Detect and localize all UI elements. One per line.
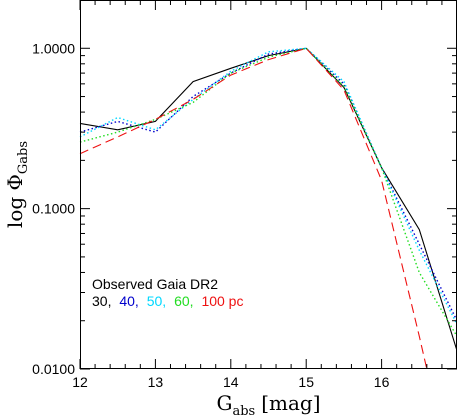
series-line-2 [79, 47, 457, 325]
x-tick-label: 16 [374, 374, 390, 390]
y-axis-label: log ΦGabs [3, 141, 31, 228]
legend-entry-30: 30, [92, 293, 111, 309]
x-tick-label: 14 [223, 374, 239, 390]
series-line-1 [79, 47, 457, 322]
legend-entry-40: 40, [119, 293, 138, 309]
x-axis-label-main: G [216, 391, 232, 415]
x-axis-label-unit: [mag] [261, 391, 320, 415]
y-tick-label: 1.0000 [32, 40, 75, 56]
ticks-layer: 12 13 14 15 16 1.0000 0.1000 0.0100 [32, 0, 457, 390]
series-layer [79, 47, 457, 370]
x-axis-label: Gabs [mag] [216, 391, 320, 418]
legend-entries: 30, 40, 50, 60, 100 pc [92, 293, 243, 309]
legend-entry-50: 50, [147, 293, 166, 309]
y-axis-label-main: log Φ [3, 174, 27, 228]
series-line-3 [79, 47, 457, 337]
series-line-4 [79, 47, 428, 370]
x-tick-label: 12 [72, 374, 88, 390]
legend-title: Observed Gaia DR2 [92, 276, 218, 292]
y-tick-label: 0.0100 [32, 361, 75, 377]
legend-entry-60: 60, [174, 293, 193, 309]
x-axis-label-sub: abs [232, 404, 255, 418]
x-tick-label: 15 [298, 374, 314, 390]
x-tick-label: 13 [148, 374, 164, 390]
legend-entry-100: 100 pc [201, 293, 243, 309]
legend: Observed Gaia DR2 30, 40, 50, 60, 100 pc [92, 276, 243, 309]
y-axis-label-sub: Gabs [16, 141, 31, 174]
y-tick-label: 0.1000 [32, 201, 75, 217]
